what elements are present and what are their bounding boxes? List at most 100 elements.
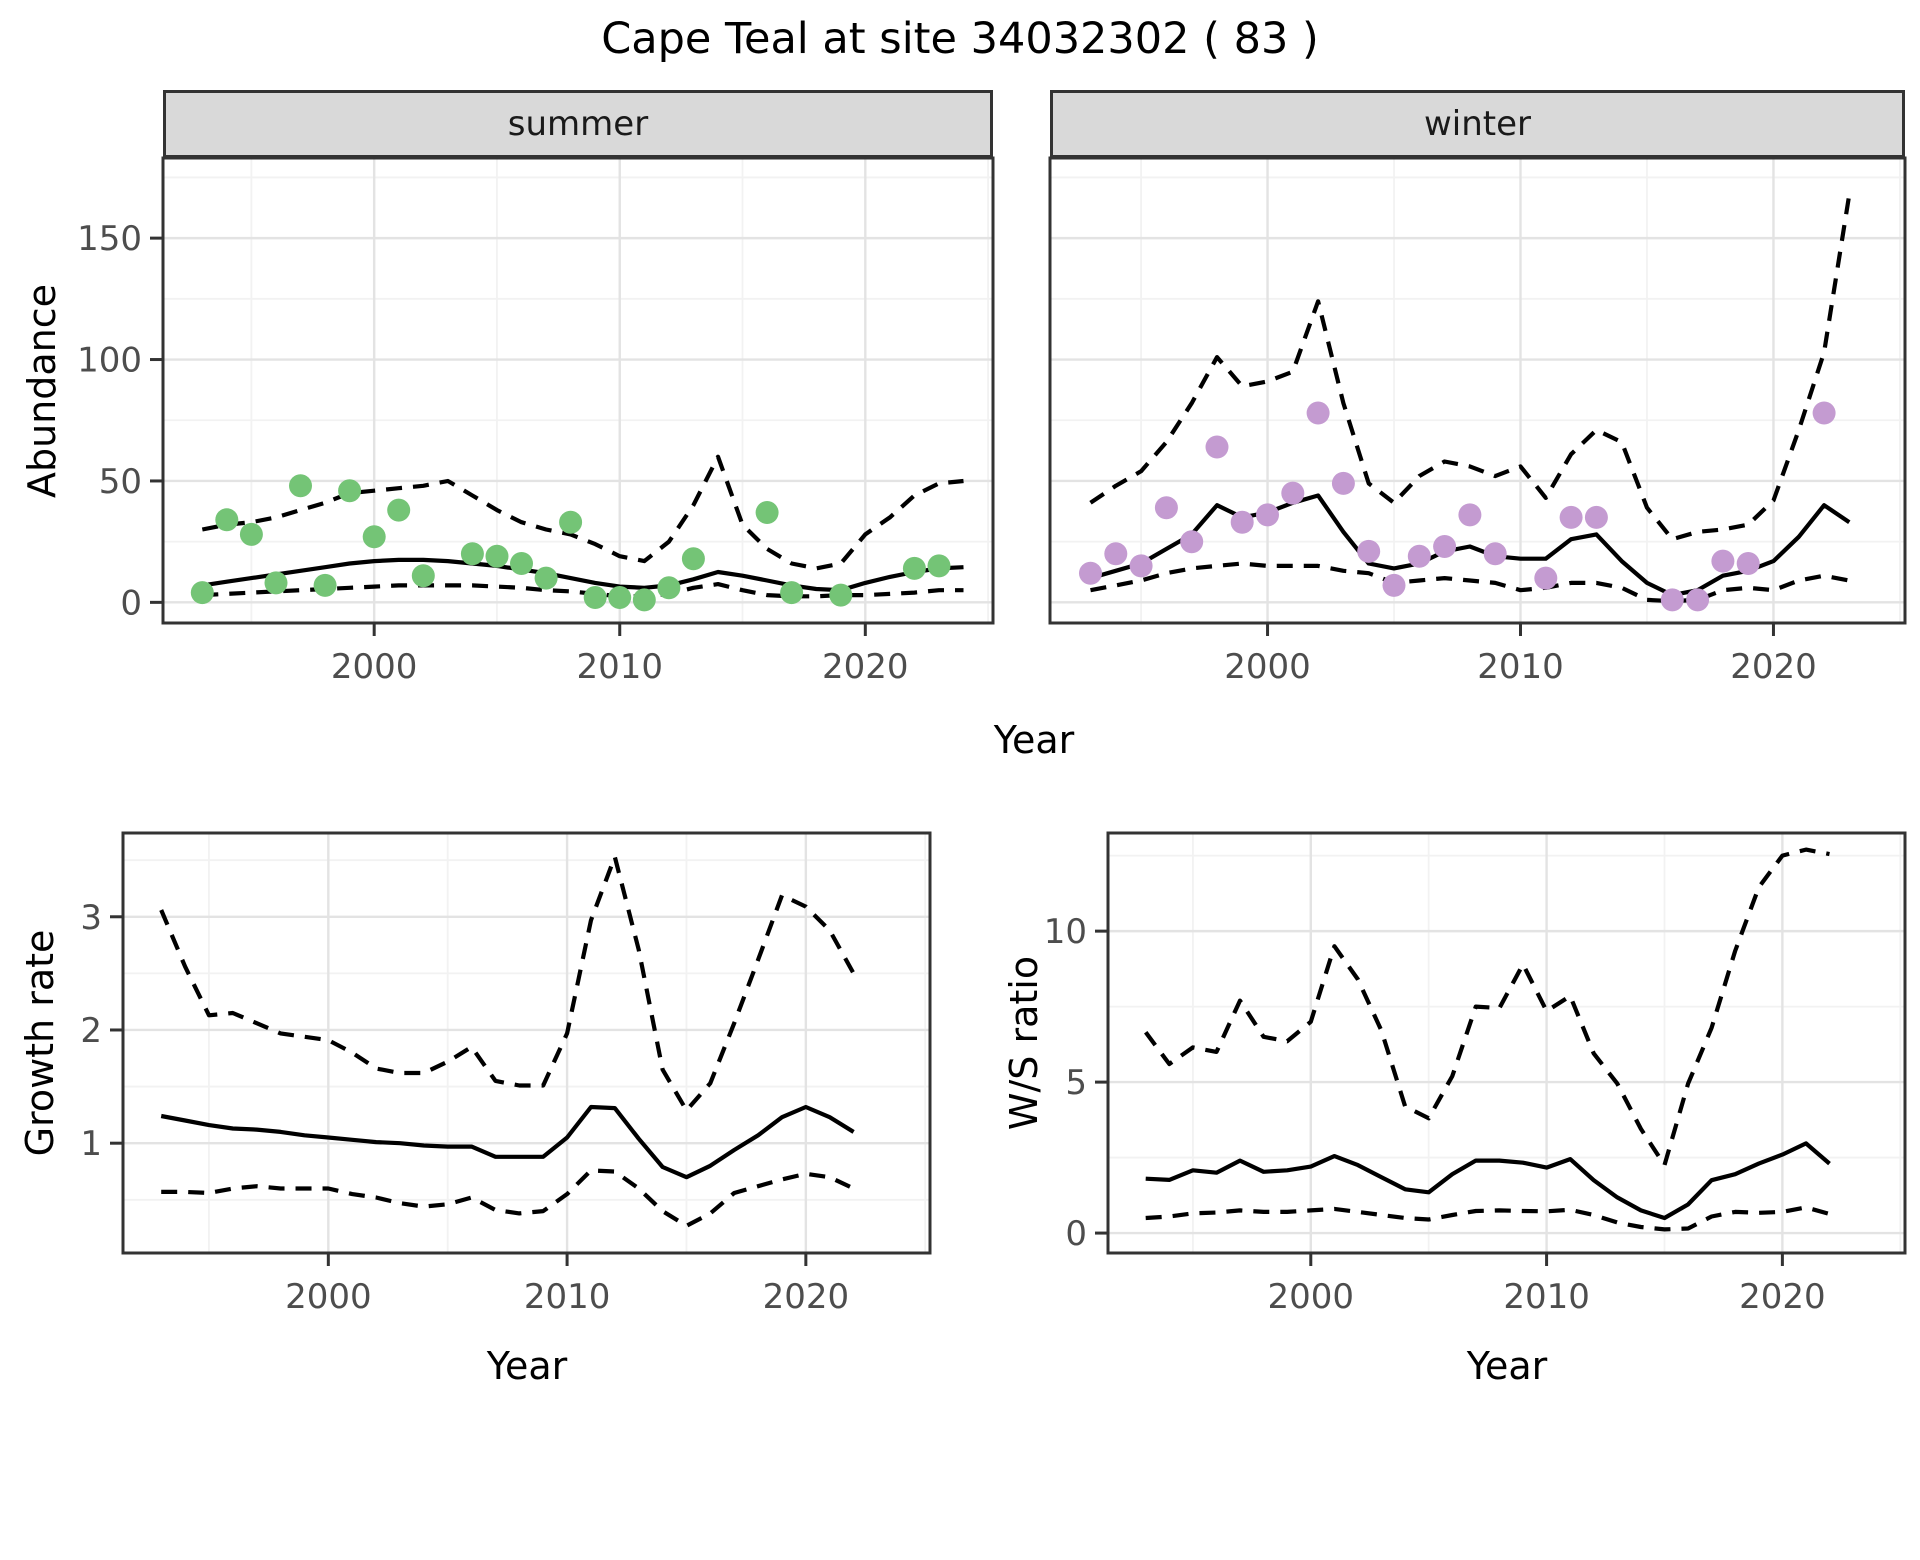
x-tick-label: 2000 [1268,1277,1355,1317]
panel-border [161,156,995,625]
x-tick-label: 2000 [1224,647,1311,687]
x-tick-label: 2000 [285,1277,372,1317]
data-point [780,581,804,605]
x-tick-label: 2020 [1739,1277,1826,1317]
data-point [215,508,239,532]
x-axis-title-year-bottom-right: Year [1466,1344,1548,1388]
ws-ratio-mean-line [1145,1141,1831,1221]
y-tick-label: 0 [1065,1214,1087,1254]
facet-label-summer: summer [507,104,649,144]
data-point [1230,510,1254,534]
data-point [387,498,411,522]
data-point [755,501,779,524]
data-point [264,571,288,595]
gridlines-major [1050,158,1905,623]
data-point [681,547,705,571]
data-point [1129,554,1153,578]
data-point [1736,552,1760,575]
panel-background [1108,833,1905,1253]
y-axis-growth-rate: 1 2 3 [80,898,123,1164]
x-tick-label: 2010 [1477,647,1564,687]
data-point [534,566,558,590]
y-axis-title-ws-ratio: W/S ratio [1002,955,1046,1131]
data-point [1079,561,1102,585]
x-axis-title-year-bottom-left: Year [486,1344,568,1388]
data-point [1331,471,1355,495]
data-point [190,581,214,605]
abundance-winter-points [1079,401,1836,612]
data-point [1812,401,1836,425]
y-axis-abundance-summer: 0 50 100 150 [77,219,163,623]
y-tick-label: 5 [1065,1063,1087,1103]
data-point [632,588,656,612]
x-tick-label: 2010 [524,1277,611,1317]
facet-label-winter: winter [1423,104,1532,144]
panel-border [1106,831,1907,1255]
data-point [1711,549,1735,573]
data-point [1180,530,1204,554]
x-tick-label: 2010 [1503,1277,1590,1317]
data-point [1534,566,1558,590]
gridlines-major [123,833,930,1253]
data-point [657,576,681,600]
data-point [460,542,484,566]
abundance-winter-mean-line [1089,493,1851,598]
abundance-summer-lower_ci-line [202,582,964,599]
x-axis-abundance-winter: 2000 2010 2020 [1224,623,1817,687]
facet-strip-summer: summer [163,90,993,158]
facet-strip-winter: winter [1050,90,1905,158]
data-point [1584,505,1608,529]
y-tick-label: 0 [120,583,142,623]
x-axis-title-year-top: Year [993,718,1075,762]
data-point [1104,542,1128,566]
data-point [1281,481,1305,505]
panel-growth-rate: 2000 2010 2020 1 2 3 [80,831,932,1317]
data-point [289,474,312,498]
x-tick-label: 2020 [1730,647,1817,687]
data-point [1154,496,1178,520]
y-tick-label: 50 [99,462,142,502]
y-tick-label: 2 [80,1011,102,1051]
page-title: Cape Teal at site 34032302 ( 83 ) [601,14,1319,64]
panel-border [1048,156,1907,625]
abundance-winter-lower_ci-line [1090,561,1850,604]
gridlines-major [163,158,993,623]
y-tick-label: 1 [80,1124,102,1164]
data-point [1660,588,1684,612]
x-axis-growth-rate: 2000 2010 2020 [285,1253,849,1317]
data-point [1306,401,1330,425]
panel-ws-ratio: 2000 2010 2020 0 5 10 [1044,831,1907,1317]
y-tick-label: 150 [77,219,142,259]
data-point [1458,503,1482,527]
data-point [1357,539,1381,563]
data-point [1433,535,1457,558]
data-point [1205,435,1229,459]
y-tick-label: 100 [77,341,142,381]
y-axis-ws-ratio: 0 5 10 [1044,912,1108,1254]
data-point [583,586,607,609]
data-point [362,525,386,549]
x-axis-ws-ratio: 2000 2010 2020 [1268,1253,1826,1317]
y-axis-title-growth-rate: Growth rate [18,929,62,1157]
panel-border [121,831,932,1255]
data-point [927,554,951,578]
data-point [239,522,263,546]
data-point [1483,542,1507,566]
gridlines-major [1108,833,1905,1253]
abundance-winter-upper_ci-line [1089,194,1852,542]
data-point [1256,503,1279,527]
data-point [313,573,337,597]
y-tick-label: 3 [80,898,102,938]
data-point [485,544,509,568]
gridlines-minor [163,158,993,623]
ws-ratio-lower_ci-line [1145,1205,1831,1232]
data-point [608,586,632,609]
x-tick-label: 2020 [763,1277,850,1317]
panel-abundance-winter: 2000 2010 2020 [1048,156,1907,687]
growth-rate-mean-line [160,1104,855,1180]
data-point [902,556,926,580]
data-point [338,479,362,503]
x-tick-label: 2010 [576,647,663,687]
